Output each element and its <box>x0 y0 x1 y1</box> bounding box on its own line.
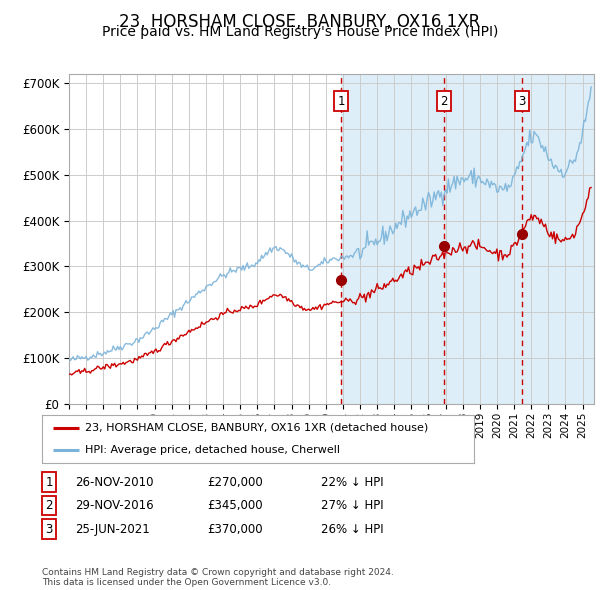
Text: 22% ↓ HPI: 22% ↓ HPI <box>321 476 383 489</box>
Text: 1: 1 <box>46 476 53 489</box>
Text: 3: 3 <box>518 95 526 108</box>
Text: 3: 3 <box>46 523 53 536</box>
Text: Contains HM Land Registry data © Crown copyright and database right 2024.
This d: Contains HM Land Registry data © Crown c… <box>42 568 394 587</box>
Text: 23, HORSHAM CLOSE, BANBURY, OX16 1XR (detached house): 23, HORSHAM CLOSE, BANBURY, OX16 1XR (de… <box>85 423 428 433</box>
Text: 2: 2 <box>440 95 448 108</box>
Text: 1: 1 <box>337 95 345 108</box>
Text: 29-NOV-2016: 29-NOV-2016 <box>75 499 154 512</box>
Text: 26% ↓ HPI: 26% ↓ HPI <box>321 523 383 536</box>
Text: 27% ↓ HPI: 27% ↓ HPI <box>321 499 383 512</box>
Text: £370,000: £370,000 <box>207 523 263 536</box>
Text: 23, HORSHAM CLOSE, BANBURY, OX16 1XR: 23, HORSHAM CLOSE, BANBURY, OX16 1XR <box>119 13 481 31</box>
Bar <box>341 74 593 404</box>
Text: 26-NOV-2010: 26-NOV-2010 <box>75 476 154 489</box>
Text: 25-JUN-2021: 25-JUN-2021 <box>75 523 150 536</box>
Text: £345,000: £345,000 <box>207 499 263 512</box>
Text: Price paid vs. HM Land Registry's House Price Index (HPI): Price paid vs. HM Land Registry's House … <box>102 25 498 39</box>
Text: £270,000: £270,000 <box>207 476 263 489</box>
Text: HPI: Average price, detached house, Cherwell: HPI: Average price, detached house, Cher… <box>85 445 340 455</box>
Text: 2: 2 <box>46 499 53 512</box>
